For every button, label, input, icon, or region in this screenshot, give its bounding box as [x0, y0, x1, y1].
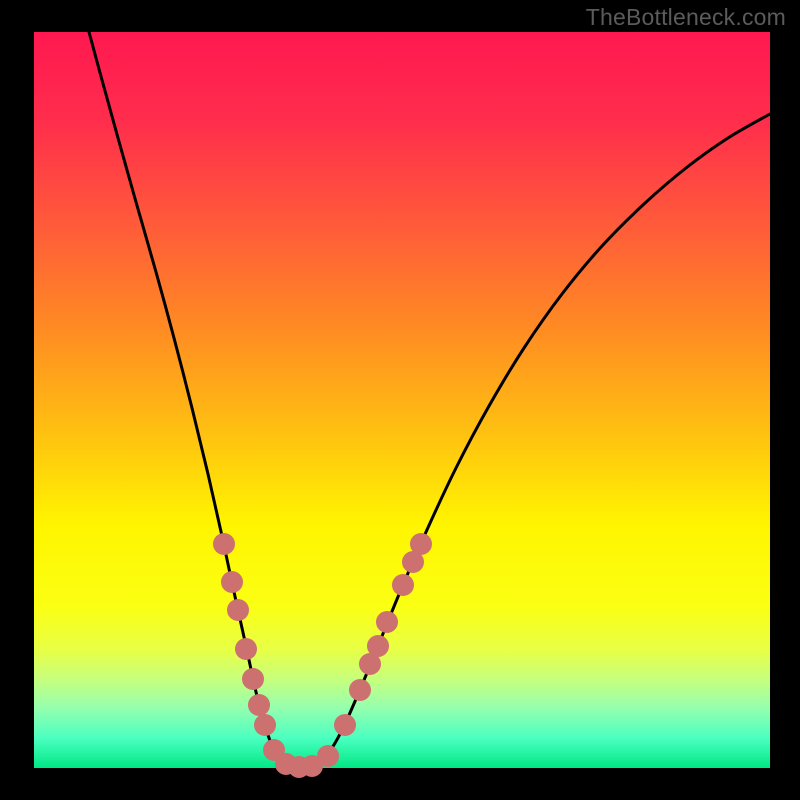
figure-container: TheBottleneck.com: [0, 0, 800, 800]
data-marker: [213, 533, 235, 555]
data-marker: [410, 533, 432, 555]
plot-area: [34, 32, 770, 768]
data-marker: [248, 694, 270, 716]
watermark-label: TheBottleneck.com: [586, 4, 786, 31]
data-marker: [367, 635, 389, 657]
data-marker: [317, 745, 339, 767]
curve-layer: [34, 32, 770, 768]
data-marker: [392, 574, 414, 596]
data-marker: [235, 638, 257, 660]
data-marker: [227, 599, 249, 621]
data-marker: [334, 714, 356, 736]
data-marker: [254, 714, 276, 736]
data-marker: [349, 679, 371, 701]
bottleneck-curve: [89, 32, 770, 768]
data-marker: [242, 668, 264, 690]
data-marker: [376, 611, 398, 633]
data-marker: [221, 571, 243, 593]
